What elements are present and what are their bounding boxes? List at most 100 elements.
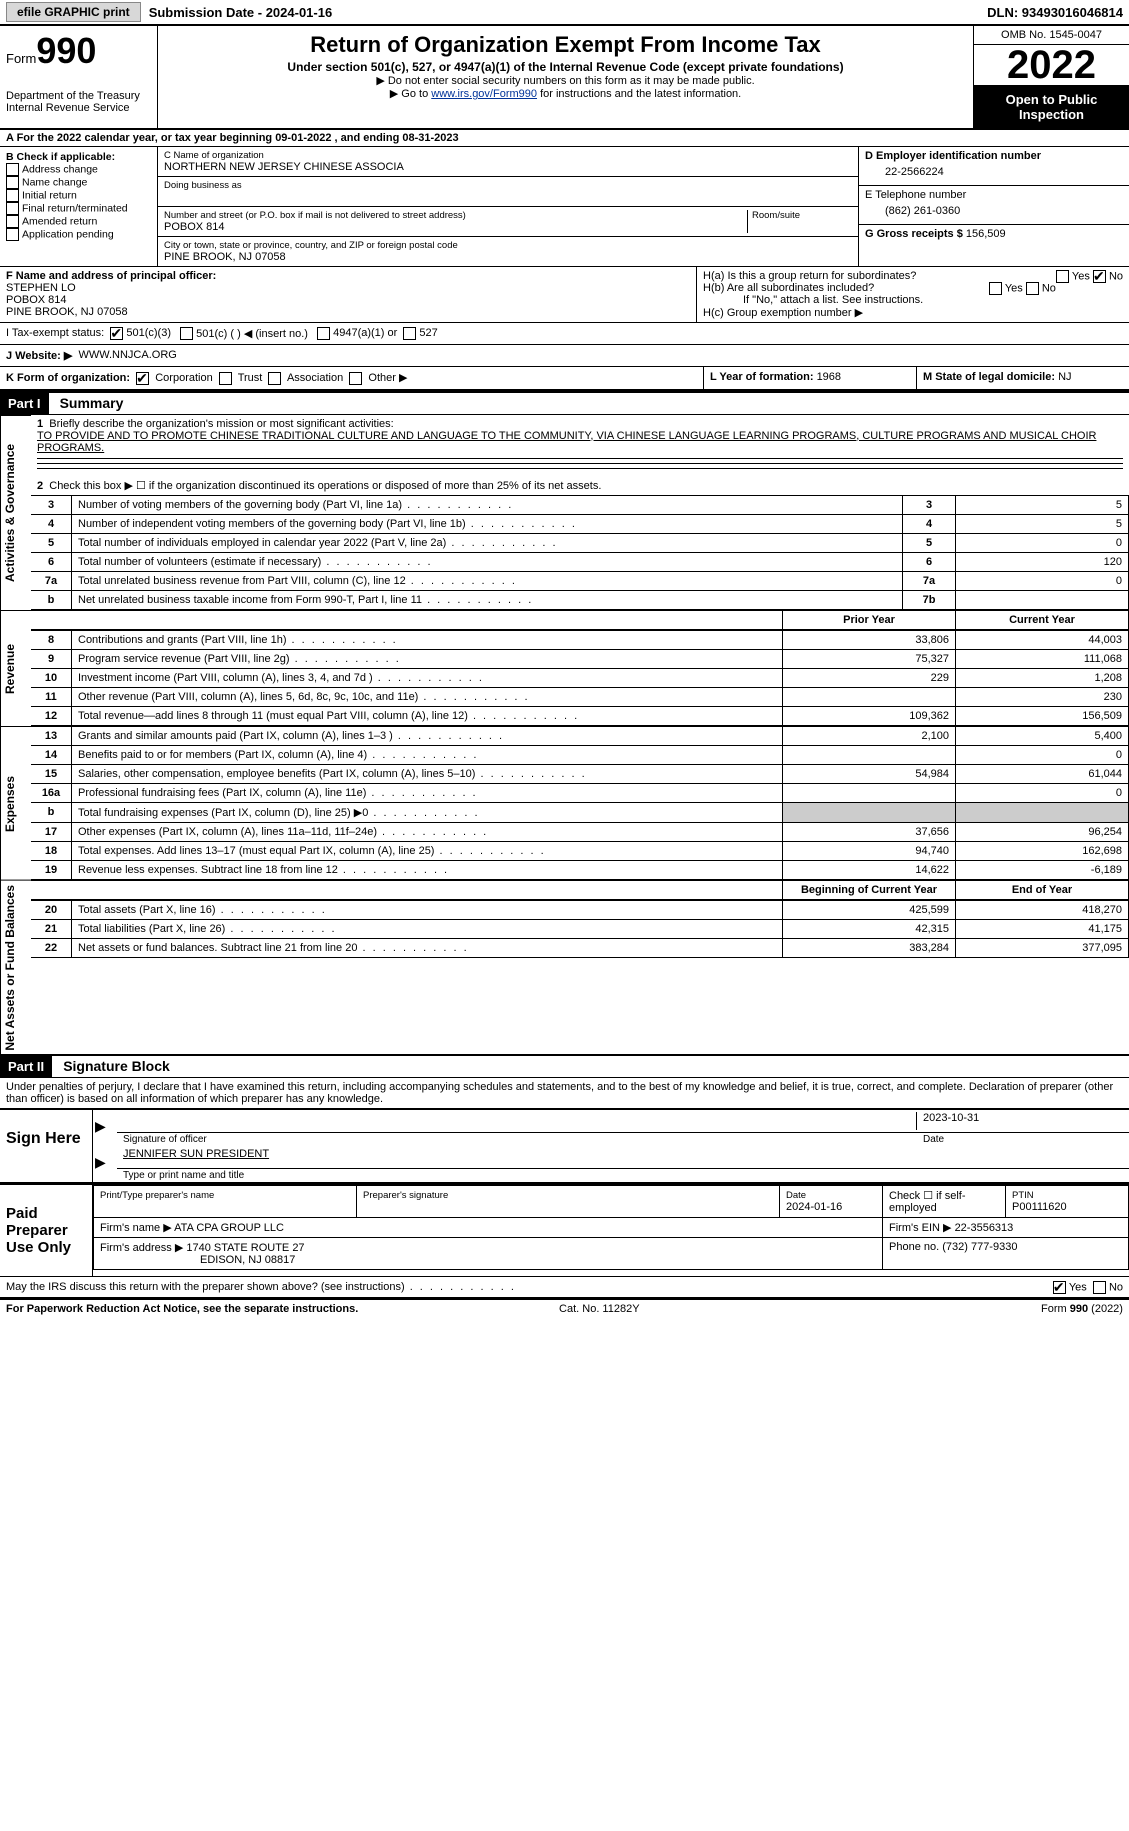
state-domicile: NJ [1058,371,1071,383]
may-irs-discuss: May the IRS discuss this return with the… [0,1277,1129,1299]
check-yes[interactable] [1053,1281,1066,1294]
check-final[interactable]: Final return/terminated [6,202,151,215]
arrow-icon-2: ▶ [93,1146,117,1182]
street-label: Number and street (or P.O. box if mail i… [164,210,743,221]
netassets-block: Net Assets or Fund Balances Beginning of… [0,880,1129,1055]
h-c: H(c) Group exemption number ▶ [703,306,1123,319]
officer-addr2: PINE BROOK, NJ 07058 [6,306,690,318]
table-row: 22 Net assets or fund balances. Subtract… [31,938,1129,957]
table-row: 4 Number of independent voting members o… [31,514,1129,533]
sign-here-block: Sign Here ▶ 2023-10-31 Signature of offi… [0,1108,1129,1183]
form-subtitle: Under section 501(c), 527, or 4947(a)(1)… [164,60,967,74]
irs-link[interactable]: www.irs.gov/Form990 [431,88,537,100]
section-j: J Website: ▶ WWW.NNJCA.ORG [0,345,1129,367]
check-527[interactable] [403,327,416,340]
city-label: City or town, state or province, country… [164,240,852,251]
officer-label: F Name and address of principal officer: [6,270,690,282]
check-initial[interactable]: Initial return [6,189,151,202]
form-ref: Form 990 (2022) [1041,1303,1123,1315]
table-row: 10 Investment income (Part VIII, column … [31,668,1129,687]
prep-date: 2024-01-16 [786,1201,842,1213]
cat-no: Cat. No. 11282Y [559,1303,640,1315]
efile-button[interactable]: efile GRAPHIC print [6,2,141,22]
paid-preparer-block: Paid Preparer Use Only Print/Type prepar… [0,1183,1129,1277]
table-row: 11 Other revenue (Part VIII, column (A),… [31,687,1129,706]
check-other[interactable] [349,372,362,385]
check-501c3[interactable] [110,327,123,340]
table-row: 20 Total assets (Part X, line 16) 425,59… [31,900,1129,919]
check-trust[interactable] [219,372,232,385]
gross-receipts: 156,509 [966,228,1006,240]
ein-label: D Employer identification number [865,150,1123,162]
section-a: A For the 2022 calendar year, or tax yea… [0,130,1129,147]
date-label: Date [923,1134,1123,1145]
check-4947[interactable] [317,327,330,340]
sig-officer-label: Signature of officer [123,1134,923,1145]
check-name[interactable]: Name change [6,176,151,189]
table-row: 18 Total expenses. Add lines 13–17 (must… [31,841,1129,860]
mission-text: TO PROVIDE AND TO PROMOTE CHINESE TRADIT… [37,430,1096,454]
part-1-body: Activities & Governance 1 Briefly descri… [0,415,1129,610]
check-no[interactable] [1093,1281,1106,1294]
ptin: P00111620 [1012,1201,1067,1213]
table-row: 19 Revenue less expenses. Subtract line … [31,860,1129,879]
check-assoc[interactable] [268,372,281,385]
check-amended[interactable]: Amended return [6,215,151,228]
table-exp: 13 Grants and similar amounts paid (Part… [31,726,1129,880]
gross-receipts-label: G Gross receipts $ [865,228,966,240]
table-row: 3 Number of voting members of the govern… [31,495,1129,514]
tax-year: 2022 [974,45,1129,86]
paid-preparer-label: Paid Preparer Use Only [0,1185,93,1276]
irs-label: Internal Revenue Service [6,102,151,114]
form-title: Return of Organization Exempt From Incom… [164,32,967,58]
table-row: 21 Total liabilities (Part X, line 26) 4… [31,919,1129,938]
vlabel-nafb: Net Assets or Fund Balances [0,880,31,1055]
firm-ein: 22-3556313 [955,1222,1014,1234]
check-address[interactable]: Address change [6,163,151,176]
officer-addr1: POBOX 814 [6,294,690,306]
type-name-label: Type or print name and title [117,1169,1129,1182]
note-goto: ▶ Go to www.irs.gov/Form990 for instruct… [164,87,967,100]
ein: 22-2566224 [865,162,1123,182]
table-row: 15 Salaries, other compensation, employe… [31,764,1129,783]
table-row: b Net unrelated business taxable income … [31,590,1129,609]
sign-here-label: Sign Here [0,1110,93,1182]
part-2-header: Part II Signature Block [0,1054,1129,1078]
check-self-employed[interactable]: Check ☐ if self-employed [883,1186,1006,1218]
check-corp[interactable] [136,372,149,385]
org-name-label: C Name of organization [164,150,852,161]
section-klm: K Form of organization: Corporation Trus… [0,367,1129,391]
table-ag: 3 Number of voting members of the govern… [31,495,1129,610]
dba-label: Doing business as [164,180,852,191]
table-row: 17 Other expenses (Part IX, column (A), … [31,822,1129,841]
phone: (862) 261-0360 [865,201,1123,221]
id-block: B Check if applicable: Address change Na… [0,147,1129,267]
table-row: 6 Total number of volunteers (estimate i… [31,552,1129,571]
paperwork-notice: For Paperwork Reduction Act Notice, see … [6,1303,358,1315]
table-row: 12 Total revenue—add lines 8 through 11 … [31,706,1129,725]
table-row: b Total fundraising expenses (Part IX, c… [31,802,1129,822]
h-a: H(a) Is this a group return for subordin… [703,270,1123,282]
firm-phone: (732) 777-9330 [942,1241,1017,1253]
year-formation: 1968 [817,371,841,383]
table-na-head: Beginning of Current YearEnd of Year [31,880,1129,900]
vlabel-ag: Activities & Governance [0,415,31,610]
check-501c[interactable] [180,327,193,340]
line1-label: Briefly describe the organization's miss… [49,418,393,430]
officer-name: STEPHEN LO [6,282,690,294]
check-pending[interactable]: Application pending [6,228,151,241]
table-row: 5 Total number of individuals employed i… [31,533,1129,552]
vlabel-exp: Expenses [0,726,31,880]
phone-label: E Telephone number [865,189,1123,201]
vlabel-rev: Revenue [0,610,31,726]
table-row: 7a Total unrelated business revenue from… [31,571,1129,590]
submission-date: Submission Date - 2024-01-16 [149,5,333,20]
dln: DLN: 93493016046814 [987,5,1123,20]
h-b: H(b) Are all subordinates included? Yes … [703,282,1123,294]
sig-date: 2023-10-31 [916,1112,1123,1130]
section-i: I Tax-exempt status: 501(c)(3) 501(c) ( … [0,323,1129,345]
table-rev: 8 Contributions and grants (Part VIII, l… [31,630,1129,726]
street: POBOX 814 [164,221,743,233]
firm-addr2: EDISON, NJ 08817 [100,1254,295,1266]
officer-printed-name: JENNIFER SUN PRESIDENT [117,1146,1129,1169]
